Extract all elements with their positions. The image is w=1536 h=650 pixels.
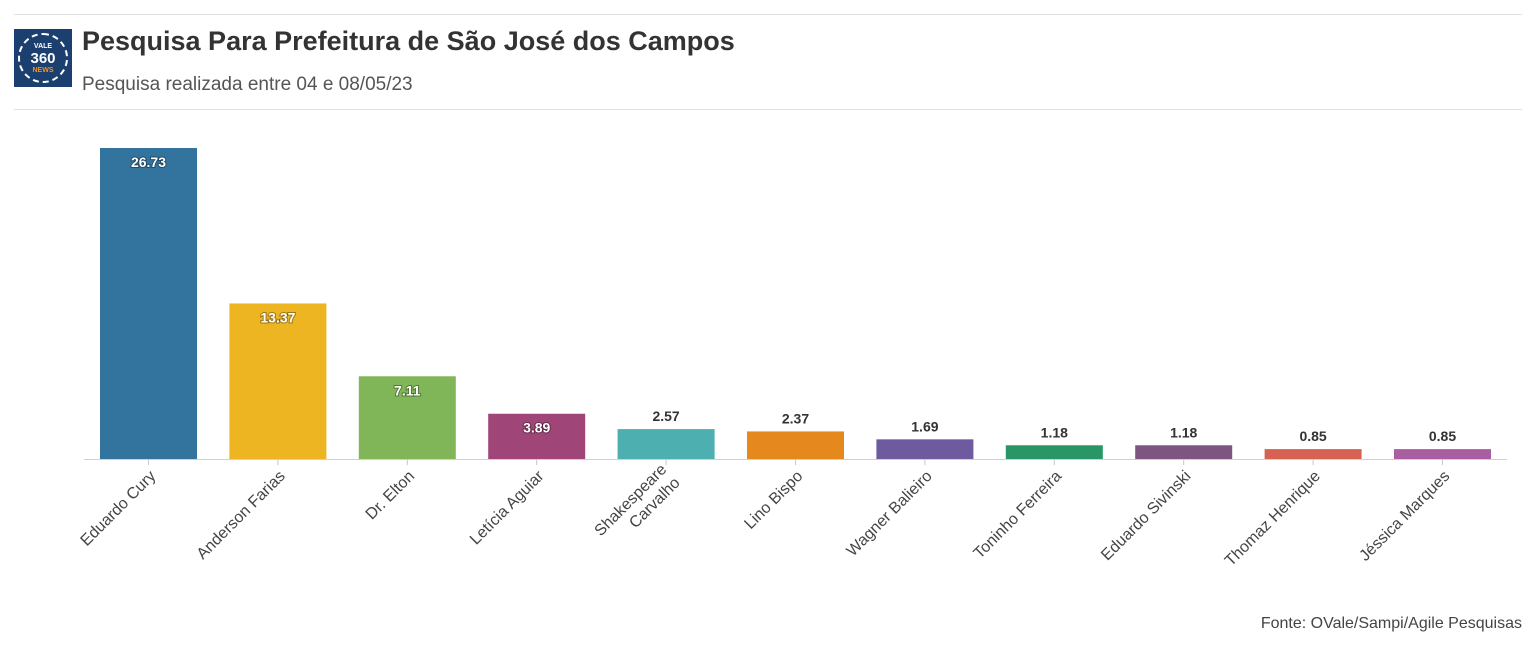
bar <box>1005 445 1103 459</box>
bar-value-label: 0.85 <box>1299 428 1326 444</box>
bar <box>747 431 844 459</box>
chart-title: Pesquisa Para Prefeitura de São José dos… <box>82 26 735 56</box>
x-tick-label: ShakespeareCarvalho <box>592 461 684 553</box>
x-tick-label: Anderson Farias <box>194 468 289 563</box>
chart-subtitle: Pesquisa realizada entre 04 e 08/05/23 <box>82 74 413 95</box>
x-tick-label: Eduardo Sivinski <box>1098 468 1194 564</box>
bar-value-label: 2.57 <box>652 408 679 424</box>
bar <box>229 303 327 459</box>
logo-ring-icon <box>18 33 68 83</box>
bar <box>617 429 715 459</box>
bar-value-label: 1.18 <box>1041 424 1068 440</box>
bar-value-label: 1.69 <box>911 418 938 434</box>
x-tick-label: Toninho Ferreira <box>971 468 1065 562</box>
bar <box>100 148 197 459</box>
bar <box>876 439 974 459</box>
logo-text-middle: 360 <box>30 50 56 67</box>
top-divider <box>14 14 1522 15</box>
bar <box>488 413 586 459</box>
vale-360-news-logo: VALE 360 NEWS <box>14 29 72 87</box>
bar-value-label: 3.89 <box>523 420 550 436</box>
bar-value-label: 7.11 <box>394 382 421 398</box>
bar-value-label: 26.73 <box>131 154 166 170</box>
logo-text-bottom: NEWS <box>32 67 54 74</box>
x-tick-label: Letícia Aguiar <box>467 467 548 548</box>
x-tick-label: Wagner Balieiro <box>844 468 936 560</box>
bar-value-label: 2.37 <box>782 410 809 426</box>
bar-value-label: 13.37 <box>260 309 295 325</box>
bar <box>1135 445 1233 459</box>
x-tick-label: Thomaz Henrique <box>1222 468 1324 570</box>
source-note: Fonte: OVale/Sampi/Agile Pesquisas <box>1260 615 1522 632</box>
x-tick-label: Jéssica Marques <box>1356 468 1453 565</box>
bar <box>1394 449 1491 459</box>
bar-value-label: 1.18 <box>1170 424 1197 440</box>
x-tick-label: Dr. Elton <box>363 468 418 523</box>
bar <box>358 376 456 459</box>
header-divider <box>14 109 1522 110</box>
bar-value-label: 0.85 <box>1429 428 1456 444</box>
x-tick-label: Eduardo Cury <box>78 468 160 550</box>
bar <box>1264 449 1362 459</box>
logo-text-top: VALE <box>33 43 53 50</box>
x-tick-label: Lino Bispo <box>741 468 806 533</box>
